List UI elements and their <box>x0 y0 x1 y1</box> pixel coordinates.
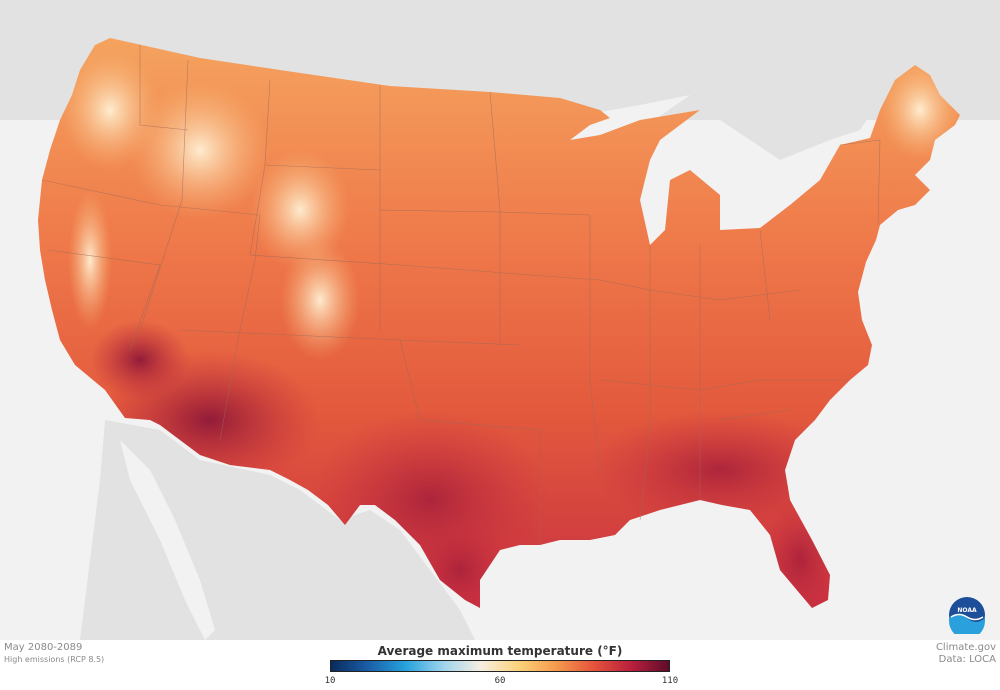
scenario-label: High emissions (RCP 8.5) <box>4 655 105 664</box>
logo-lettering: NOAA <box>957 607 977 614</box>
state-borders <box>41 45 881 545</box>
period-label: May 2080-2089 <box>4 642 83 653</box>
credit-label[interactable]: Climate.gov <box>935 642 996 653</box>
noaa-logo: NOAA <box>949 597 985 634</box>
temperature-map <box>0 0 1000 640</box>
legend-tick-label: 110 <box>661 676 679 686</box>
legend-color-bar <box>330 660 670 672</box>
mexico-landmass <box>80 420 475 640</box>
data-source-label: Data: LOCA <box>938 654 996 665</box>
map-area: NOAA <box>0 0 1000 640</box>
legend-tick-label: 10 <box>324 676 336 686</box>
map-footer: May 2080-2089 High emissions (RCP 8.5) A… <box>0 640 1000 690</box>
legend-title: Average maximum temperature (°F) <box>377 644 623 658</box>
legend-tick-label: 60 <box>494 676 506 686</box>
